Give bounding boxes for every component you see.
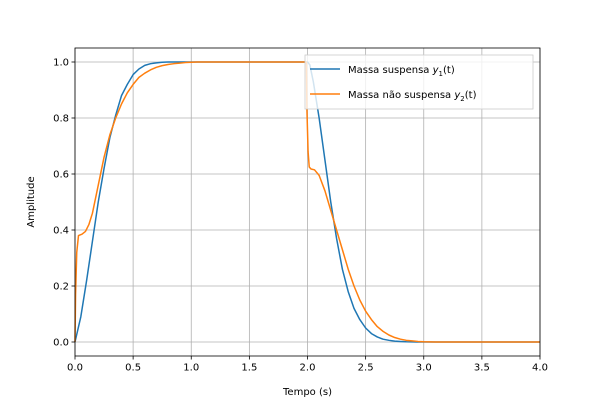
legend-label-series-2-symbol: y [453, 90, 461, 101]
legend-label-series-1-symbol: y [432, 65, 440, 76]
legend-label-series-1-sub: 1 [439, 70, 443, 78]
x-tick-label: 1.5 [241, 363, 257, 374]
y-tick-label: 0.2 [53, 282, 69, 293]
ticks: 0.0 0.5 1.0 1.5 2.0 2.5 3.0 3.5 4.0 0.0 0.2 0.4 0.6 0… [53, 58, 548, 374]
x-tick-label: 4.0 [532, 363, 548, 374]
y-axis-label: Amplitude [26, 176, 37, 227]
x-tick-label: 0.0 [67, 363, 83, 374]
legend-label-series-2: Massa não suspensa y2(t) [348, 90, 477, 103]
legend-label-series-2-prefix: Massa não suspensa [348, 90, 454, 101]
y-tick-label: 0.4 [53, 226, 69, 237]
y-tick-label: 0.8 [53, 114, 69, 125]
legend-box [304, 54, 534, 110]
legend-label-series-1: Massa suspensa y1(t) [348, 65, 455, 78]
legend-label-series-1-prefix: Massa suspensa [348, 65, 433, 76]
x-tick-label: 3.0 [416, 363, 432, 374]
y-tick-label: 1.0 [53, 58, 69, 69]
x-tick-label: 1.0 [183, 363, 199, 374]
x-tick-label: 2.5 [358, 363, 374, 374]
x-tick-label: 2.0 [300, 363, 316, 374]
x-tick-label: 0.5 [125, 363, 141, 374]
legend: Massa suspensa y1(t) Massa não suspensa … [304, 54, 534, 110]
legend-label-series-2-suffix: (t) [465, 90, 477, 101]
legend-label-series-2-sub: 2 [460, 95, 464, 103]
x-tick-label: 3.5 [474, 363, 490, 374]
y-tick-label: 0.6 [53, 170, 69, 181]
y-tick-label: 0.0 [53, 338, 69, 349]
legend-label-series-1-suffix: (t) [443, 65, 455, 76]
x-axis-label: Tempo (s) [282, 387, 332, 398]
